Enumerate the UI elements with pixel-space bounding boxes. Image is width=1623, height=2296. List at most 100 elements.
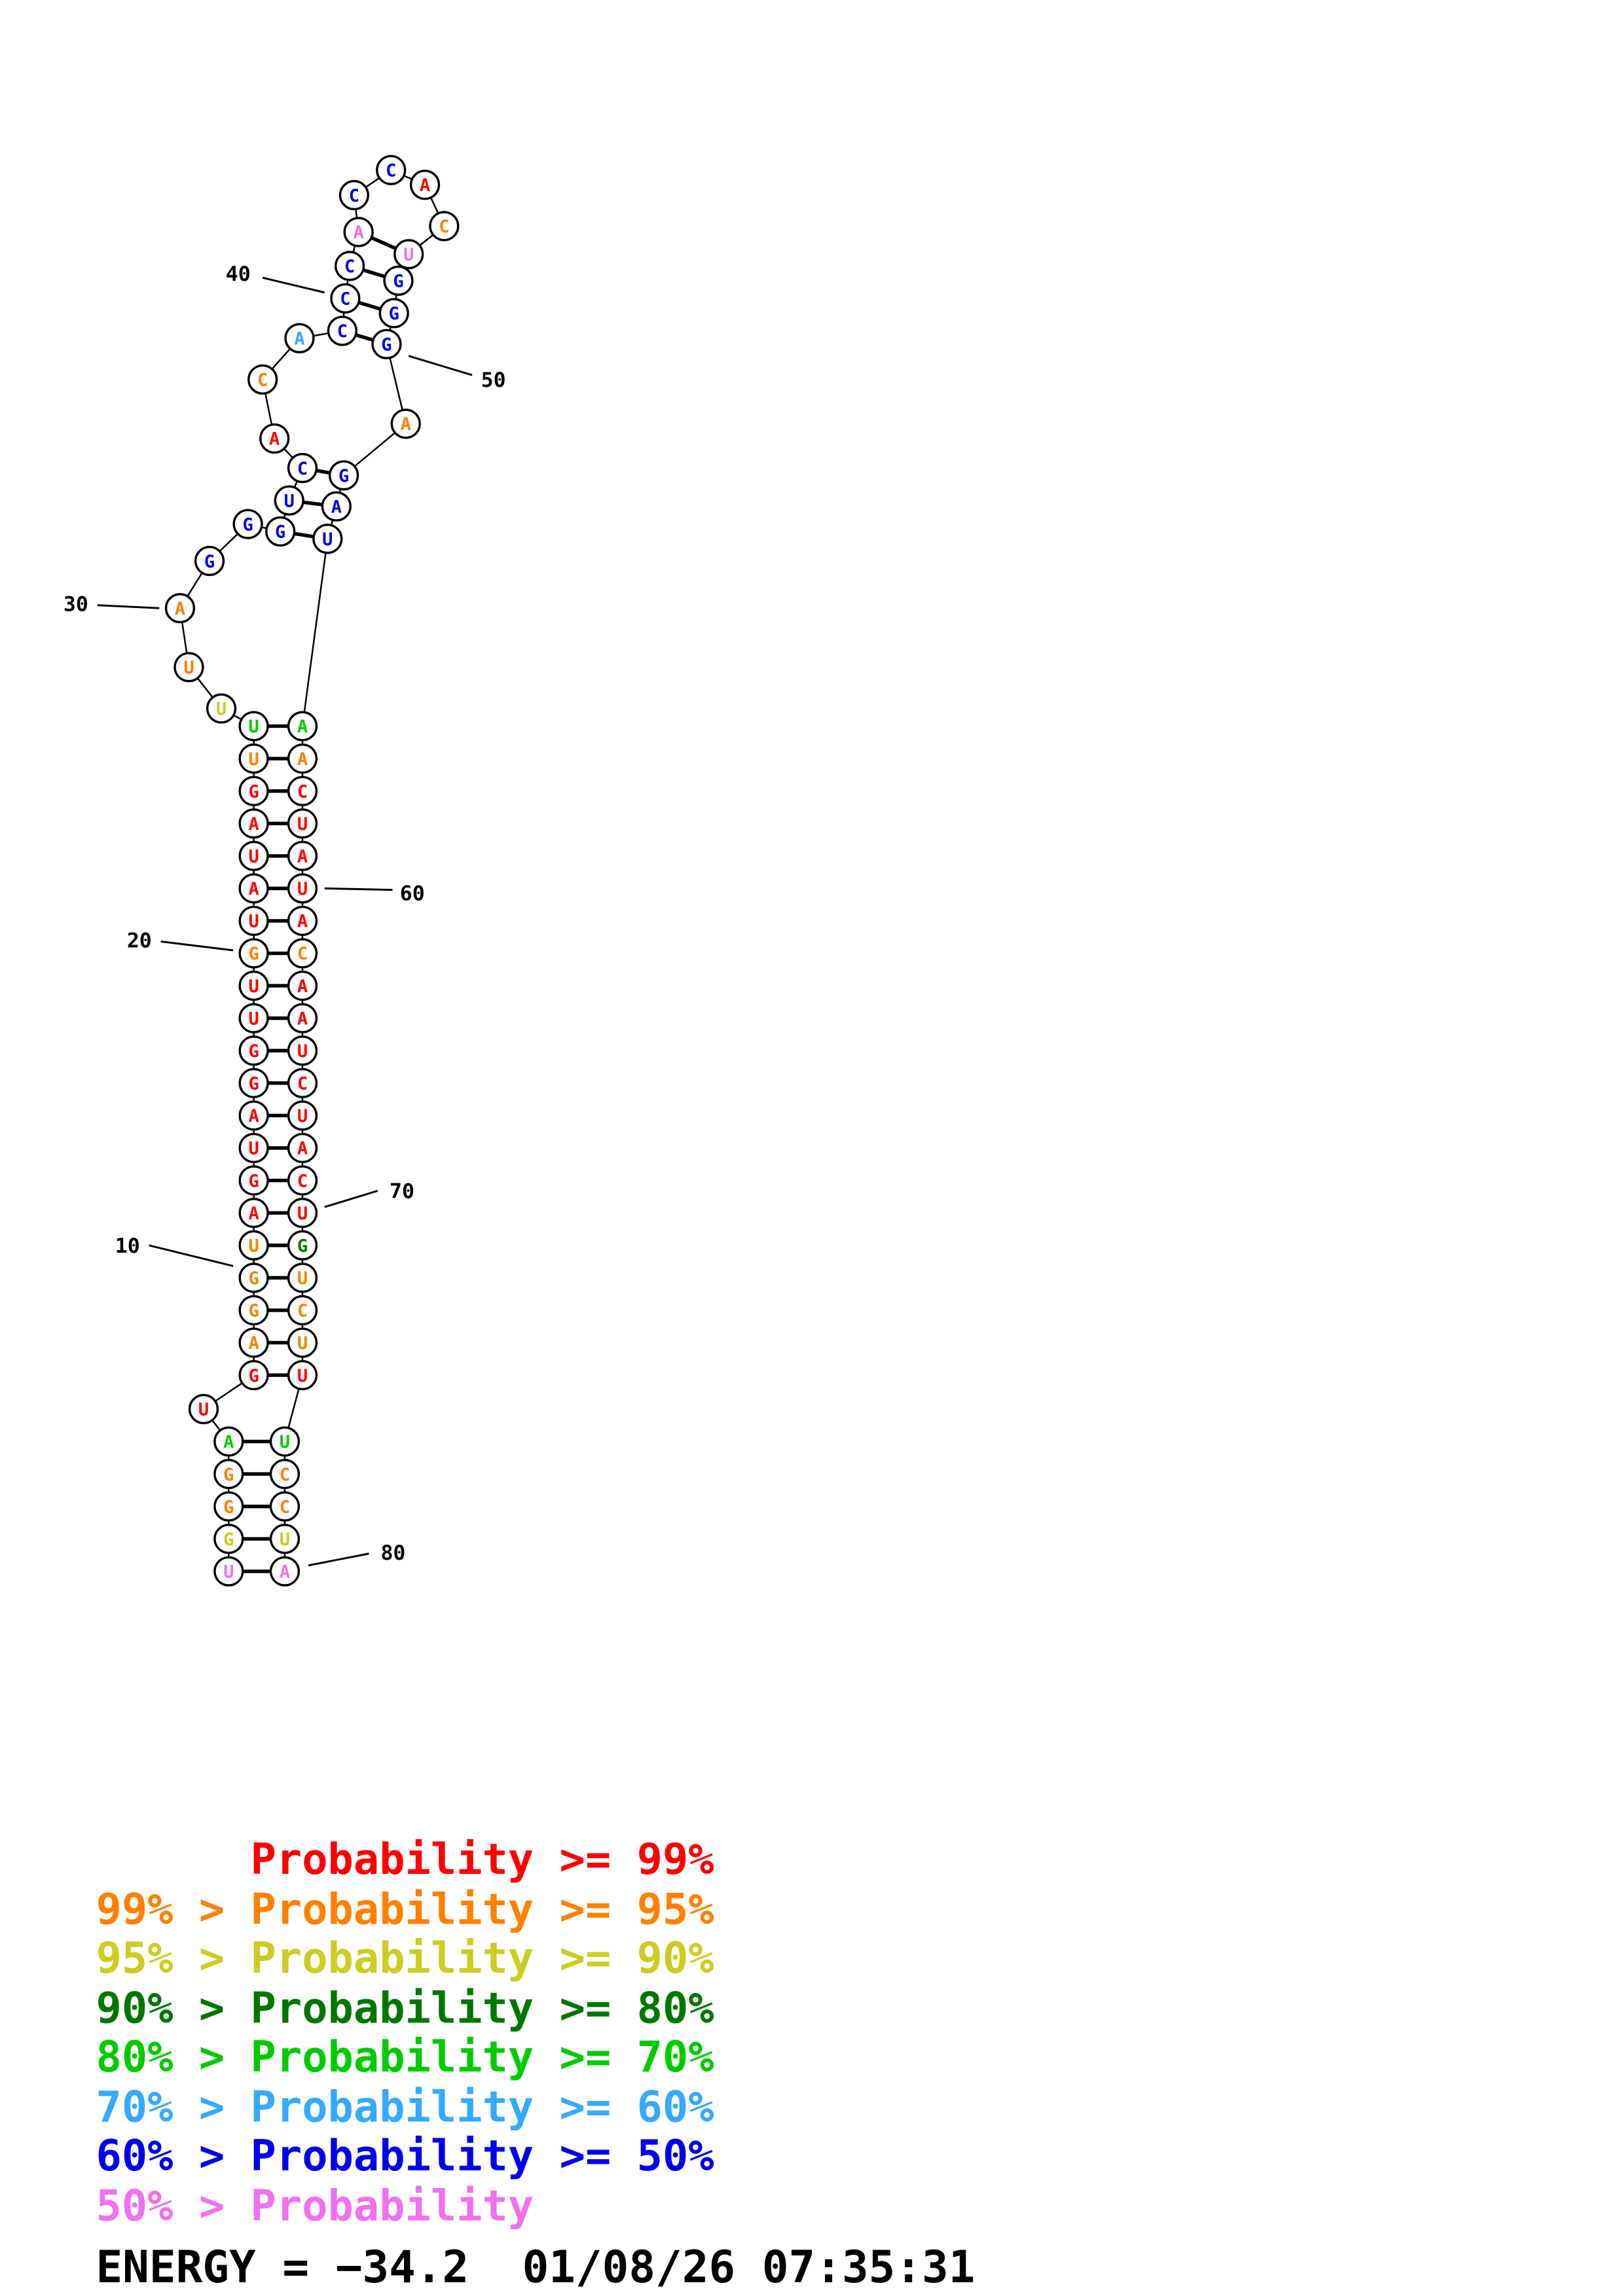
position-tick	[324, 1189, 378, 1208]
nucleotide-base: A	[353, 223, 363, 243]
nucleotide-circle	[259, 423, 290, 454]
nucleotide-base: U	[183, 658, 194, 678]
nucleotide-circle	[287, 1165, 318, 1196]
nucleotide-base: C	[280, 1497, 290, 1517]
nucleotide-circle	[287, 1003, 318, 1033]
nucleotide-circle	[238, 776, 269, 806]
nucleotide-base: U	[248, 717, 259, 737]
nucleotide-base: A	[297, 1139, 308, 1159]
nucleotide-circle	[287, 1100, 318, 1131]
nucleotide-circle	[274, 485, 304, 516]
nucleotide-base: C	[340, 289, 350, 310]
legend-item-70: 80% > Probability >= 70%	[96, 2032, 714, 2082]
nucleotide-base: C	[297, 781, 308, 802]
nucleotide-base: C	[349, 186, 359, 206]
nucleotide-circle	[213, 1556, 244, 1587]
nucleotide-base: G	[248, 1366, 259, 1386]
nucleotide-base: A	[269, 429, 280, 450]
nucleotide-base: G	[381, 335, 392, 355]
nucleotide-circle	[287, 808, 318, 839]
nucleotide-circle	[393, 239, 424, 270]
nucleotide-circle	[378, 298, 409, 329]
nucleotide-circle	[238, 873, 269, 904]
nucleotide-base: A	[297, 912, 308, 932]
legend-item-90: 95% > Probability >= 90%	[96, 1933, 714, 1983]
nucleotide-base: G	[248, 1041, 259, 1062]
nucleotide-circle	[312, 524, 343, 554]
nucleotide-base: U	[280, 1530, 290, 1550]
position-tick	[97, 604, 160, 609]
position-label: 60	[400, 882, 425, 905]
nucleotide-circle	[287, 1067, 318, 1098]
nucleotide-base: C	[280, 1465, 290, 1485]
nucleotide-circle	[371, 329, 402, 359]
nucleotide-base: A	[297, 977, 308, 997]
nucleotide-circle	[287, 1359, 318, 1391]
nucleotide-circle	[213, 1426, 244, 1457]
energy-line: ENERGY = −34.2 01/08/26 07:35:31	[96, 2241, 975, 2293]
nucleotide-circle	[173, 652, 204, 683]
nucleotide-base: A	[297, 847, 308, 867]
nucleotide-circle	[238, 1132, 269, 1164]
nucleotide-base: U	[297, 1106, 308, 1126]
nucleotide-base: A	[248, 1204, 259, 1224]
nucleotide-circle	[376, 154, 407, 185]
nucleotide-base: G	[393, 272, 403, 292]
nucleotide-circle	[238, 1003, 269, 1033]
nucleotide-circle	[287, 971, 318, 1001]
structure-layer: 1020304050607080UGGGAUGAGGUAGUAGGUUGUAUA…	[64, 154, 506, 1587]
nucleotide-base: C	[297, 459, 308, 479]
nucleotide-base: U	[280, 1432, 290, 1452]
nucleotide-base: U	[223, 1562, 234, 1583]
nucleotide-base: A	[248, 1106, 259, 1126]
nucleotide-circle	[269, 1458, 301, 1490]
nucleotide-circle	[287, 1327, 318, 1358]
nucleotide-circle	[269, 1556, 301, 1587]
nucleotide-circle	[265, 516, 296, 547]
nucleotide-base: C	[439, 217, 449, 237]
nucleotide-base: G	[389, 304, 399, 324]
nucleotide-base: U	[248, 847, 259, 867]
nucleotide-circle	[269, 1491, 301, 1522]
nucleotide-base: A	[248, 814, 259, 834]
nucleotide-circle	[213, 1524, 244, 1554]
nucleotide-circle	[321, 491, 352, 522]
nucleotide-circle	[327, 315, 357, 346]
nucleotide-base: G	[248, 781, 259, 802]
nucleotide-base: C	[344, 257, 355, 277]
position-label: 30	[64, 593, 88, 617]
nucleotide-base: U	[248, 977, 259, 997]
backbone-line	[301, 539, 329, 726]
position-label: 20	[127, 929, 152, 953]
nucleotide-base: U	[403, 245, 414, 265]
nucleotide-base: G	[338, 466, 349, 486]
nucleotide-base: A	[420, 175, 430, 196]
nucleotide-base: U	[248, 749, 259, 770]
nucleotide-circle	[287, 1132, 318, 1164]
nucleotide-base: A	[175, 599, 185, 619]
nucleotide-circle	[287, 905, 318, 937]
nucleotide-circle	[287, 1035, 318, 1066]
nucleotide-base: U	[284, 491, 295, 511]
nucleotide-circle	[232, 509, 263, 539]
nucleotide-base: U	[297, 1204, 308, 1224]
nucleotide-circle	[287, 1295, 318, 1325]
nucleotide-circle	[238, 743, 269, 774]
nucleotide-base: G	[248, 1301, 259, 1321]
nucleotide-base: C	[297, 1171, 308, 1191]
nucleotide-base: U	[248, 1139, 259, 1159]
nucleotide-circle	[287, 711, 318, 742]
nucleotide-base: U	[248, 1009, 259, 1029]
legend-item-60: 70% > Probability >= 60%	[96, 2082, 714, 2132]
position-tick	[262, 276, 325, 294]
position-label: 80	[380, 1541, 405, 1565]
nucleotide-circle	[238, 1198, 269, 1229]
nucleotide-base: U	[297, 1333, 308, 1354]
legend-item-95: 99% > Probability >= 95%	[96, 1884, 714, 1934]
nucleotide-circle	[287, 776, 318, 806]
nucleotide-circle	[269, 1426, 301, 1457]
nucleotide-circle	[238, 1359, 269, 1391]
nucleotide-circle	[287, 452, 318, 484]
nucleotide-base: U	[297, 879, 308, 899]
